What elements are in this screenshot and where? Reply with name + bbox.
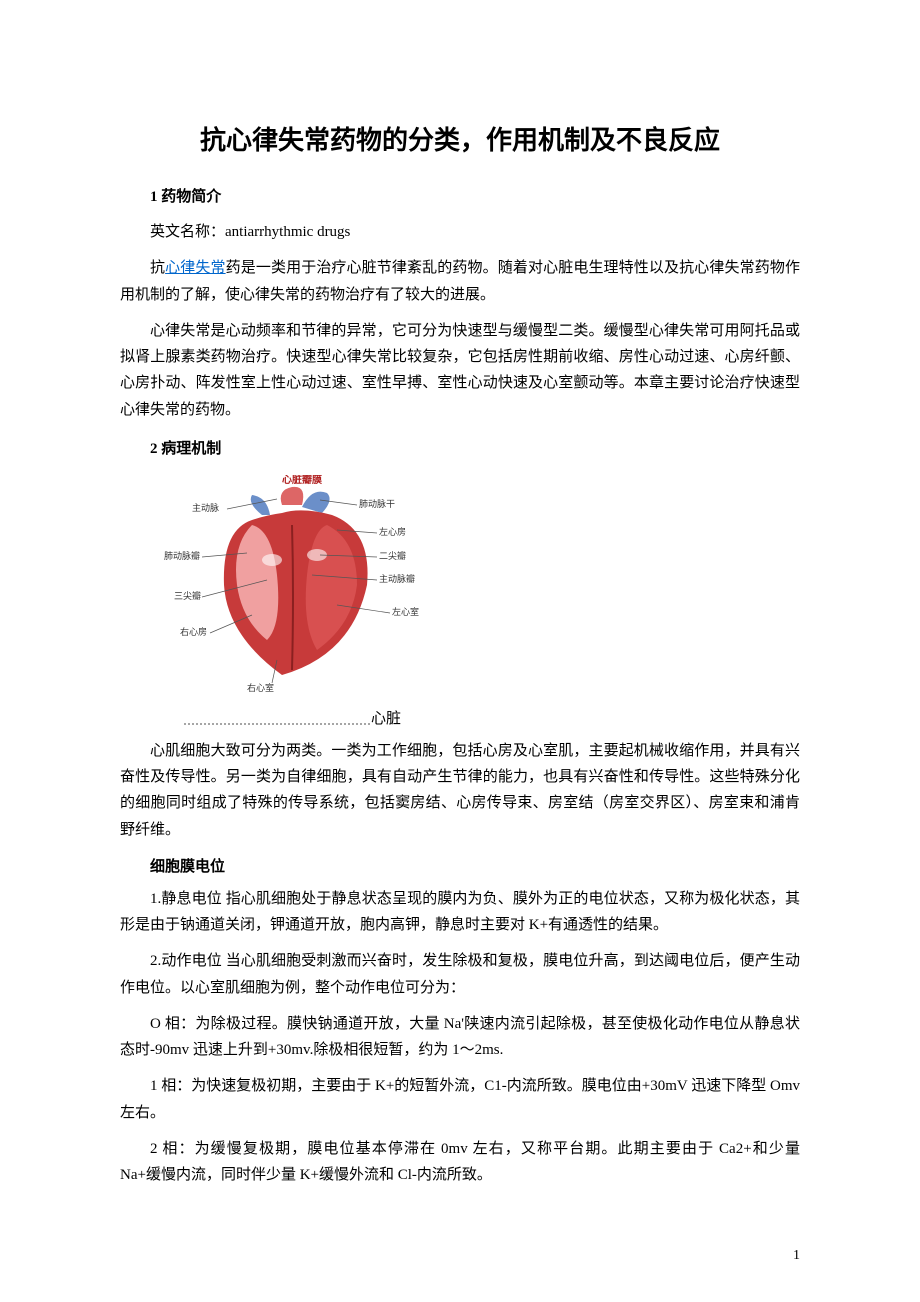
membrane-p5: 2 相：为缓慢复极期，膜电位基本停滞在 0mv 左右，又称平台期。此期主要由于 …	[120, 1136, 800, 1189]
label-top: 心脏瓣膜	[282, 475, 322, 486]
heart-diagram-icon: 心脏瓣膜 主动脉 肺动脉干 左心房 肺动脉瓣 二尖瓣 主动脉瓣 三尖瓣 左心室	[152, 475, 442, 705]
intro-para-2: 心律失常是心动频率和节律的异常，它可分为快速型与缓慢型二类。缓慢型心律失常可用阿…	[120, 318, 800, 423]
label-right-ventricle: 右心室	[247, 682, 274, 693]
page-number: 1	[793, 1248, 800, 1264]
membrane-p4: 1 相：为快速复极初期，主要由于 K+的短暂外流，C1-内流所致。膜电位由+30…	[120, 1073, 800, 1126]
label-pulm-vein: 肺动脉瓣	[164, 550, 200, 561]
figure-caption: 心脏	[371, 711, 401, 727]
s2-para-1: 心肌细胞大致可分为两类。一类为工作细胞，包括心房及心室肌，主要起机械收缩作用，并…	[120, 738, 800, 843]
label-left-atrium: 左心房	[379, 526, 406, 537]
aorta-shape	[281, 487, 304, 505]
label-pulm-trunk: 肺动脉干	[359, 498, 395, 509]
document-page: 抗心律失常药物的分类，作用机制及不良反应 1 药物简介 英文名称：antiarr…	[0, 0, 920, 1302]
figure-caption-row: 心脏	[152, 707, 442, 728]
english-name-para: 英文名称：antiarrhythmic drugs	[120, 219, 800, 245]
membrane-p3: O 相：为除极过程。膜快钠通道开放，大量 Na'陕速内流引起除极，甚至使极化动作…	[120, 1011, 800, 1064]
label-aortic: 主动脉	[192, 502, 219, 513]
intro-para-1: 抗心律失常药是一类用于治疗心脏节律紊乱的药物。随着对心脏电生理特性以及抗心律失常…	[120, 255, 800, 308]
section-2-heading: 2 病理机制	[120, 437, 800, 461]
label-tricuspid: 三尖瓣	[174, 590, 201, 601]
section-1-heading: 1 药物简介	[120, 185, 800, 209]
pulmonary-trunk-shape	[302, 491, 330, 512]
heart-figure: 心脏瓣膜 主动脉 肺动脉干 左心房 肺动脉瓣 二尖瓣 主动脉瓣 三尖瓣 左心室	[120, 475, 800, 728]
label-left-ventricle: 左心室	[392, 606, 419, 617]
vena-cava-shape	[251, 495, 270, 515]
membrane-p2: 2.动作电位 当心肌细胞受刺激而兴奋时，发生除极和复极，膜电位升高，到达阈电位后…	[120, 948, 800, 1001]
tricuspid-shape	[262, 554, 282, 566]
english-name-value: antiarrhythmic drugs	[225, 224, 350, 240]
english-name-label: 英文名称：	[150, 224, 225, 240]
septum-line	[292, 525, 293, 670]
intro-text-a: 抗	[150, 260, 165, 276]
arrhythmia-link[interactable]: 心律失常	[165, 260, 225, 276]
label-right-atrium: 右心房	[180, 626, 207, 637]
page-title: 抗心律失常药物的分类，作用机制及不良反应	[120, 120, 800, 157]
membrane-heading: 细胞膜电位	[120, 855, 800, 876]
caption-underline	[184, 711, 371, 727]
label-mitral: 二尖瓣	[379, 550, 406, 561]
membrane-p1: 1.静息电位 指心肌细胞处于静息状态呈现的膜内为负、膜外为正的电位状态，又称为极…	[120, 886, 800, 939]
heart-figure-wrap: 心脏瓣膜 主动脉 肺动脉干 左心房 肺动脉瓣 二尖瓣 主动脉瓣 三尖瓣 左心室	[152, 475, 442, 728]
label-aortic-valve: 主动脉瓣	[379, 573, 415, 584]
